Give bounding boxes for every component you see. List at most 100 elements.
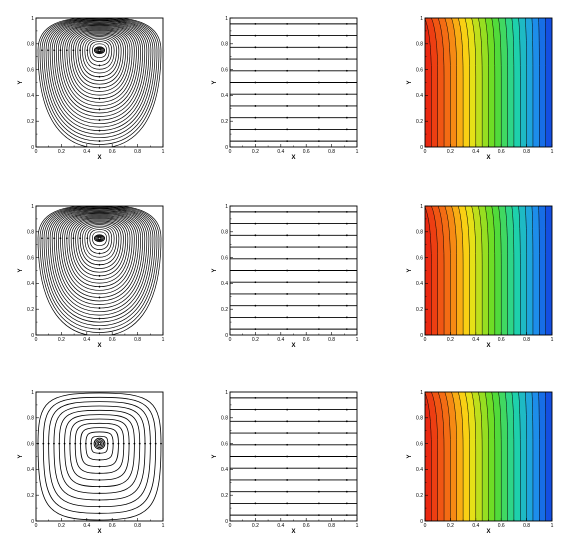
y-tick-label: 0 <box>420 145 423 151</box>
y-tick-label: 1 <box>31 390 34 396</box>
contour-line <box>524 206 527 335</box>
y-tick-label: 0.4 <box>416 93 423 99</box>
contour-band <box>545 392 552 521</box>
y-tick-label: 0.8 <box>416 42 423 48</box>
flow-arrow <box>112 442 115 445</box>
y-tick-label: 0.8 <box>221 416 228 422</box>
contour-band <box>451 392 464 521</box>
contour-band <box>425 392 432 521</box>
flow-arrow <box>318 81 320 84</box>
streamline <box>60 213 139 298</box>
streamline <box>68 217 131 284</box>
y-tick-label: 0.6 <box>416 67 423 73</box>
plot-area <box>37 206 162 335</box>
x-axis-label: X <box>291 529 295 535</box>
flow-arrow <box>286 479 289 481</box>
flow-arrow <box>318 293 320 295</box>
flow-arrow <box>254 46 257 49</box>
x-axis-label: X <box>486 529 490 535</box>
flow-arrow <box>318 257 320 260</box>
flow-arrow <box>318 210 320 213</box>
y-tick-label: 0.2 <box>27 493 34 499</box>
flow-arrow <box>98 512 101 515</box>
contour-line <box>437 18 445 147</box>
flow-arrow <box>345 116 348 119</box>
flow-arrow <box>286 257 289 260</box>
flow-arrow <box>345 316 348 319</box>
y-tick-label: 0 <box>225 145 228 151</box>
streamline <box>55 211 144 305</box>
streamline <box>86 39 113 66</box>
contour-line <box>511 206 515 335</box>
streamline <box>79 34 120 78</box>
streamline <box>43 206 156 326</box>
contour-line <box>531 18 534 147</box>
contour-band <box>491 206 502 335</box>
flow-arrow <box>79 237 82 240</box>
streamline <box>77 221 122 269</box>
y-tick-label: 0.4 <box>221 467 228 473</box>
flow-arrow <box>154 442 157 445</box>
flow-arrow <box>345 304 348 307</box>
streamline <box>53 210 146 309</box>
y-axis-label: Y <box>212 454 218 458</box>
flow-arrow <box>254 128 257 131</box>
flow-arrow <box>286 22 289 25</box>
flow-arrow <box>345 293 348 295</box>
flow-arrow <box>98 285 101 288</box>
flow-arrow <box>286 281 289 284</box>
contour-band <box>531 206 540 335</box>
flow-arrow <box>98 472 101 475</box>
contour-line <box>498 18 502 147</box>
y-tick-label: 0 <box>31 145 34 151</box>
flow-arrow <box>286 293 289 295</box>
vortex-core <box>97 236 102 240</box>
contour-band <box>538 392 546 521</box>
vortex-core <box>95 47 104 54</box>
x-tick-label: 1 <box>356 523 359 529</box>
streamline <box>82 36 117 74</box>
x-tick-label: 0.6 <box>303 337 310 343</box>
x-tick-label: 0.6 <box>303 149 310 155</box>
flow-arrow <box>58 442 61 445</box>
vortex-core <box>95 439 104 449</box>
flow-arrow <box>47 442 50 445</box>
x-tick-label: 0.2 <box>447 337 454 343</box>
flow-arrow <box>318 281 320 284</box>
x-tick-label: 1 <box>162 337 165 343</box>
contour-band <box>531 392 540 521</box>
contour-line <box>457 206 464 335</box>
flow-arrow <box>254 420 257 423</box>
flow-arrow <box>98 75 101 78</box>
contour-line <box>498 206 502 335</box>
y-tick-label: 1 <box>225 16 228 22</box>
streamline <box>70 218 129 280</box>
contour-line <box>531 206 534 335</box>
streamline <box>51 210 148 312</box>
contour-band <box>478 206 489 335</box>
contour-band <box>425 206 432 335</box>
x-tick-label: 0 <box>35 149 38 155</box>
x-tick-label: 0 <box>424 149 427 155</box>
streamline <box>92 231 107 246</box>
flow-arrow <box>69 442 71 445</box>
y-tick-label: 0.6 <box>27 67 34 73</box>
flow-arrow <box>98 64 101 67</box>
x-tick-label: 0 <box>229 149 232 155</box>
flow-arrow <box>98 485 101 488</box>
x-tick-label: 0.2 <box>252 337 259 343</box>
streamline <box>86 227 113 254</box>
contour-line <box>531 392 534 521</box>
flow-arrow <box>286 105 289 107</box>
flow-arrow <box>286 443 289 446</box>
flow-arrow <box>286 246 289 248</box>
plot-area <box>230 396 357 517</box>
streamline <box>45 19 154 135</box>
contour-line <box>484 392 489 521</box>
y-axis-label: Y <box>407 80 413 84</box>
flow-arrow <box>98 108 101 111</box>
vortex-core <box>96 440 103 447</box>
flow-arrow <box>53 237 56 240</box>
x-axis-label: X <box>291 343 295 349</box>
flow-arrow <box>254 116 257 119</box>
